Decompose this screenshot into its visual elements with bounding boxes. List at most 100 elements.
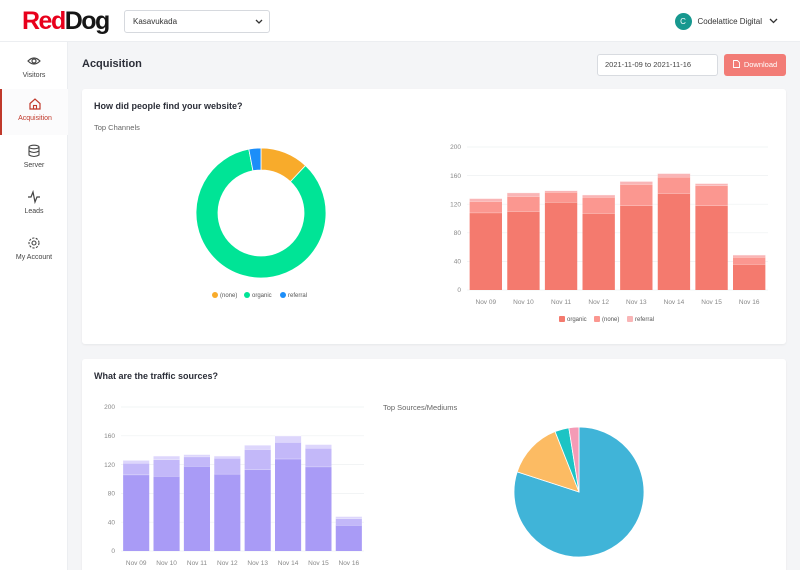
account-menu[interactable]: C Codelattice Digital [674, 12, 778, 30]
gear-icon [28, 237, 40, 249]
legend-label: (none) [602, 317, 619, 323]
x-tick-label: Nov 12 [217, 560, 238, 567]
sidebar-item-my-account[interactable]: My Account [0, 228, 68, 274]
y-tick-label: 80 [108, 491, 116, 498]
x-tick-label: Nov 16 [339, 560, 360, 567]
bar-segment [507, 196, 540, 212]
pie-slice [195, 148, 327, 279]
y-tick-label: 120 [450, 201, 461, 208]
bar-segment [275, 435, 302, 443]
bar-segment [244, 449, 271, 470]
avatar: C [674, 12, 692, 30]
bar-segment [695, 185, 728, 206]
bar-segment [275, 458, 302, 551]
legend-label: referral [635, 317, 654, 323]
bar-segment [244, 469, 271, 551]
y-tick-label: 200 [450, 144, 461, 151]
sidebar: Visitors Acquisition Server Leads My Acc… [0, 42, 68, 570]
bar-segment [657, 177, 691, 194]
legend-swatch [244, 292, 250, 298]
y-tick-label: 160 [104, 433, 115, 440]
bar-segment [153, 459, 180, 477]
bar-segment [214, 455, 241, 459]
bar-segment [582, 197, 615, 214]
sidebar-item-label: Visitors [22, 72, 46, 79]
sidebar-item-label: Leads [24, 208, 44, 215]
x-tick-label: Nov 14 [278, 560, 299, 567]
page-title: Acquisition [82, 58, 142, 70]
bar-segment [507, 211, 540, 290]
sidebar-item-server[interactable]: Server [0, 136, 68, 182]
channels-bar-chart: 0 40 80 120 160 200 Nov 09 Nov 10 Nov 11 Nov 12 No… [450, 144, 768, 323]
card-subtitle: Top Sources/Mediums [383, 403, 458, 412]
home-icon [29, 98, 41, 110]
bar-segment [620, 181, 653, 185]
download-button[interactable]: Download [724, 54, 786, 76]
x-tick-label: Nov 15 [701, 299, 722, 306]
bar-segment [733, 254, 766, 258]
sidebar-item-acquisition[interactable]: Acquisition [0, 89, 68, 135]
y-tick-label: 40 [108, 519, 116, 526]
bar-segment [275, 442, 302, 459]
y-tick-label: 40 [454, 259, 462, 266]
sidebar-item-label: Server [23, 162, 45, 169]
pie-slice [568, 426, 580, 493]
site-select-value: Kasavukada [133, 17, 178, 26]
date-range-input[interactable]: 2021-11-09 to 2021-11-16 [597, 54, 718, 76]
card-subtitle: Top Channels [94, 123, 140, 132]
channels-card: How did people find your website? Top Ch… [82, 89, 786, 344]
eye-icon [27, 57, 41, 65]
reddog-logo[interactable]: RedDog [22, 7, 111, 36]
sidebar-item-visitors[interactable]: Visitors [0, 46, 68, 92]
bar-segment [123, 460, 150, 464]
bar-segment [183, 456, 210, 467]
bar-segment [657, 173, 691, 178]
sidebar-item-leads[interactable]: Leads [0, 182, 68, 228]
site-select[interactable]: Kasavukada [124, 10, 270, 33]
bar-segment [620, 184, 653, 206]
bar-segment [335, 525, 362, 551]
y-tick-label: 80 [454, 230, 462, 237]
x-tick-label: Nov 14 [664, 299, 685, 306]
bar-segment [214, 458, 241, 474]
bar-segment [244, 445, 271, 450]
logo-red-text: Red [22, 7, 66, 35]
x-tick-label: Nov 15 [308, 560, 329, 567]
y-tick-label: 0 [457, 287, 461, 294]
bar-segment [335, 516, 362, 519]
bar-segment [305, 466, 332, 551]
chevron-down-icon [769, 16, 778, 27]
x-tick-label: Nov 13 [626, 299, 647, 306]
x-tick-label: Nov 10 [513, 299, 534, 306]
y-tick-label: 160 [450, 173, 461, 180]
bar-segment [657, 193, 691, 290]
bar-segment [305, 448, 332, 467]
pie-slice [516, 431, 580, 493]
legend-swatch [627, 316, 633, 322]
bar-segment [544, 192, 578, 203]
pie-slice [248, 147, 262, 172]
activity-icon [28, 190, 40, 204]
y-tick-label: 120 [104, 462, 115, 469]
sources-card: What are the traffic sources? Top Source… [82, 359, 786, 570]
bar-segment [305, 444, 332, 449]
bar-segment [733, 257, 766, 265]
x-tick-label: Nov 11 [551, 299, 571, 306]
account-name: Codelattice Digital [697, 16, 762, 26]
database-icon [28, 144, 40, 158]
legend-label: organic [567, 317, 587, 323]
legend-label: (none) [220, 293, 237, 299]
x-tick-label: Nov 12 [588, 299, 609, 306]
logo-dark-text: Dog [64, 7, 111, 35]
x-tick-label: Nov 09 [476, 299, 497, 306]
x-tick-label: Nov 10 [156, 560, 177, 567]
channels-donut-chart: (none) organic referral [195, 147, 327, 299]
file-icon [732, 60, 740, 68]
y-tick-label: 0 [111, 548, 115, 555]
bar-segment [695, 205, 728, 290]
x-tick-label: Nov 11 [187, 560, 207, 567]
bar-segment [469, 201, 502, 213]
legend-label: referral [288, 293, 307, 299]
legend-swatch [594, 316, 600, 322]
bar-segment [183, 466, 210, 551]
